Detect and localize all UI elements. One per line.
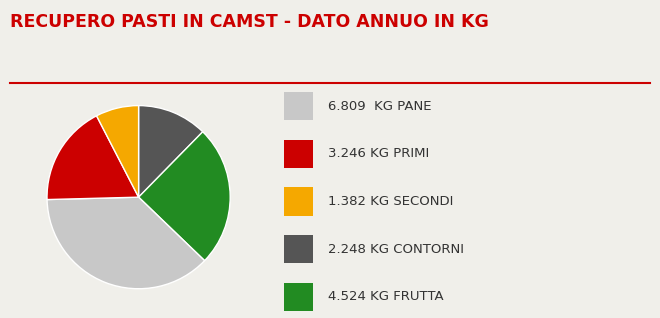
- Bar: [284, 188, 314, 216]
- Wedge shape: [96, 106, 139, 197]
- Wedge shape: [139, 106, 203, 197]
- Wedge shape: [47, 197, 205, 289]
- Bar: [284, 235, 314, 263]
- Text: RECUPERO PASTI IN CAMST - DATO ANNUO IN KG: RECUPERO PASTI IN CAMST - DATO ANNUO IN …: [10, 13, 489, 31]
- Text: 3.246 KG PRIMI: 3.246 KG PRIMI: [328, 148, 430, 161]
- Text: 1.382 KG SECONDI: 1.382 KG SECONDI: [328, 195, 453, 208]
- Text: 6.809  KG PANE: 6.809 KG PANE: [328, 100, 432, 113]
- Wedge shape: [139, 132, 230, 261]
- Bar: [284, 283, 314, 311]
- Text: 2.248 KG CONTORNI: 2.248 KG CONTORNI: [328, 243, 464, 256]
- Text: 4.524 KG FRUTTA: 4.524 KG FRUTTA: [328, 290, 444, 303]
- Wedge shape: [47, 116, 139, 200]
- Bar: [284, 140, 314, 168]
- Bar: [284, 92, 314, 121]
